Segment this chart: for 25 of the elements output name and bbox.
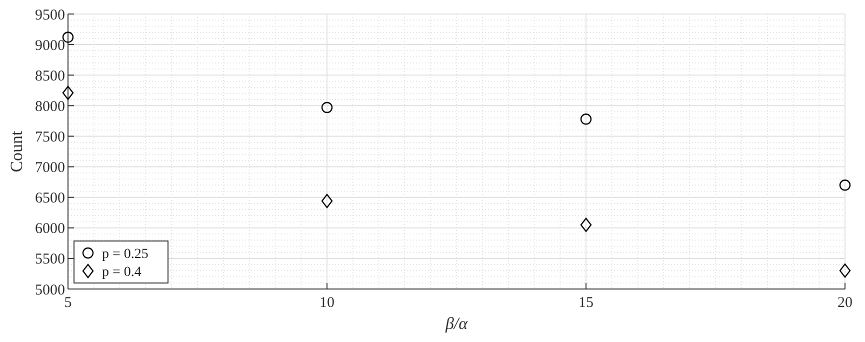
y-tick-label: 9000 [35, 38, 65, 54]
x-tick-label: 5 [64, 295, 72, 311]
point [839, 180, 851, 191]
legend-label: p = 0.25 [102, 246, 148, 262]
y-tick-label: 8500 [35, 68, 65, 84]
point [62, 86, 74, 100]
x-axis-title: β/α [444, 314, 469, 333]
point [321, 102, 333, 114]
y-tick-label: 8000 [35, 98, 65, 115]
point [580, 114, 592, 125]
y-tick-label: 6000 [35, 221, 65, 238]
y-tick-label: 9500 [35, 7, 65, 24]
point [580, 218, 592, 232]
y-tick-label: 5500 [35, 252, 65, 268]
y-tick-label: 5000 [35, 282, 65, 298]
legend-label: p = 0.4 [102, 264, 142, 280]
x-tick-label: 20 [838, 295, 852, 311]
y-tick-label: 6500 [35, 190, 65, 207]
x-tick-label: 10 [320, 295, 334, 311]
point [839, 264, 851, 278]
x-tick-label: 15 [578, 295, 594, 311]
y-axis-title: Count [7, 130, 26, 172]
point [321, 194, 333, 208]
y-tick-label: 7000 [35, 160, 65, 176]
y-tick-label: 7500 [35, 129, 65, 146]
